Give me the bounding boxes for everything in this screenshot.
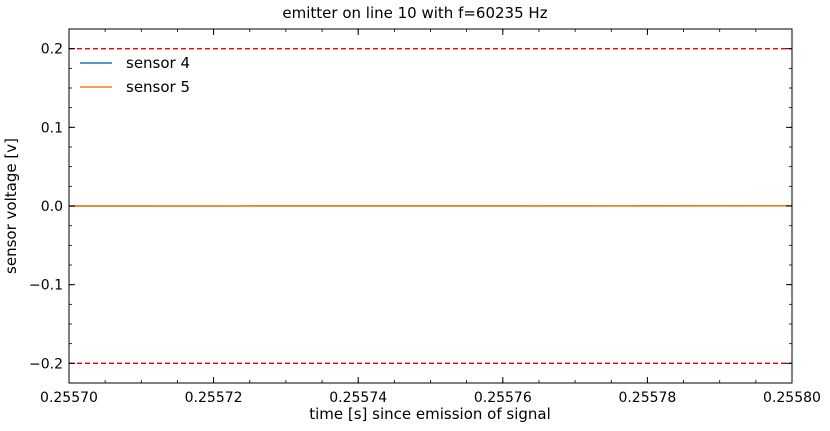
x-tick-label: 0.25574 [329,390,387,406]
y-tick-label: 0.1 [41,120,63,136]
chart-title: emitter on line 10 with f=60235 Hz [282,4,547,22]
x-tick-label: 0.25580 [763,390,821,406]
plot-area [69,48,792,364]
x-axis: 0.25570 0.25572 0.25574 0.25576 0.25578 0.255… [40,29,821,406]
x-tick-label: 0.25572 [185,390,243,406]
x-tick-label: 0.25570 [40,390,98,406]
legend-label: sensor 5 [126,78,190,96]
y-tick-label: −0.1 [29,278,63,294]
y-axis-label: sensor voltage [v] [2,138,20,274]
y-tick-label: 0.0 [41,199,63,215]
y-axis: −0.2 −0.1 0.0 0.1 0.2 [29,28,792,384]
legend-label: sensor 4 [126,54,190,72]
x-tick-label: 0.25578 [618,390,676,406]
x-tick-label: 0.25576 [474,390,532,406]
y-tick-label: 0.2 [41,42,63,58]
x-axis-label: time [s] since emission of signal [309,405,551,423]
legend: sensor 4 sensor 5 [80,54,190,96]
y-tick-label: −0.2 [29,356,63,372]
